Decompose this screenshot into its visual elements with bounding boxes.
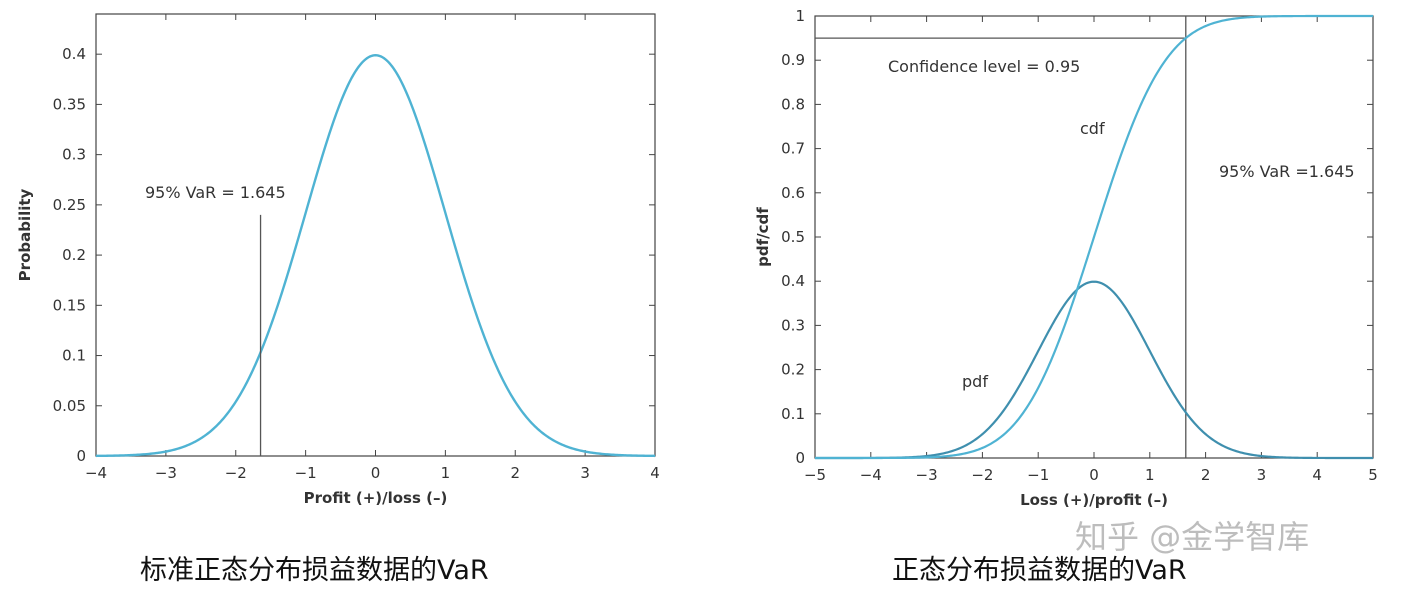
x-tick-label: −2 bbox=[971, 466, 993, 484]
x-tick-label: 5 bbox=[1368, 466, 1378, 484]
y-tick-label: 0.7 bbox=[781, 140, 805, 158]
right-x-axis-label: Loss (+)/profit (–) bbox=[1020, 491, 1168, 509]
x-tick-label: 2 bbox=[510, 464, 520, 482]
right-y-ticks: 0 0.1 0.2 0.3 0.4 0.5 0.6 0.7 0.8 0.9 1 bbox=[781, 7, 1373, 467]
left-pdf-curve bbox=[95, 54, 656, 458]
left-plot-frame bbox=[95, 13, 656, 457]
left-chart: −4 −3 −2 −1 0 1 2 3 4 0 0.05 0.1 0.15 0.2 0.25 0.3 0.35… bbox=[16, 13, 660, 507]
left-y-axis-label: Probability bbox=[16, 188, 34, 281]
y-tick-label: 0.2 bbox=[62, 246, 86, 264]
y-tick-label: 0.35 bbox=[53, 95, 86, 113]
right-pdf-curve bbox=[815, 280, 1373, 460]
x-tick-label: 2 bbox=[1201, 466, 1211, 484]
x-tick-label: −4 bbox=[85, 464, 107, 482]
y-tick-label: 0 bbox=[76, 447, 86, 465]
left-y-ticks: 0 0.05 0.1 0.15 0.2 0.25 0.3 0.35 0.4 bbox=[53, 45, 655, 465]
y-tick-label: 0.25 bbox=[53, 196, 86, 214]
y-tick-label: 1 bbox=[795, 7, 805, 25]
y-tick-label: 0.15 bbox=[53, 296, 86, 314]
y-tick-label: 0.3 bbox=[62, 146, 86, 164]
x-tick-label: 1 bbox=[1145, 466, 1155, 484]
y-tick-label: 0.05 bbox=[53, 397, 86, 415]
y-tick-label: 0.2 bbox=[781, 361, 805, 379]
right-var-annotation: 95% VaR =1.645 bbox=[1219, 162, 1355, 181]
y-tick-label: 0.5 bbox=[781, 228, 805, 246]
right-cdf-label: cdf bbox=[1080, 119, 1105, 138]
right-confidence-annotation: Confidence level = 0.95 bbox=[888, 57, 1080, 76]
left-x-ticks: −4 −3 −2 −1 0 1 2 3 4 bbox=[85, 14, 660, 482]
x-tick-label: 0 bbox=[1089, 466, 1099, 484]
x-tick-label: 4 bbox=[1312, 466, 1322, 484]
y-tick-label: 0.4 bbox=[781, 272, 805, 290]
x-tick-label: −1 bbox=[1027, 466, 1049, 484]
watermark-text: 知乎 @金学智库 bbox=[1075, 518, 1310, 556]
right-caption: 正态分布损益数据的VaR bbox=[892, 555, 1187, 586]
y-tick-label: 0.1 bbox=[62, 347, 86, 365]
left-x-axis-label: Profit (+)/loss (–) bbox=[304, 489, 448, 507]
y-tick-label: 0.6 bbox=[781, 184, 805, 202]
x-tick-label: −4 bbox=[860, 466, 882, 484]
x-tick-label: −3 bbox=[155, 464, 177, 482]
x-tick-label: −5 bbox=[804, 466, 826, 484]
x-tick-label: 3 bbox=[580, 464, 590, 482]
x-tick-label: 1 bbox=[441, 464, 451, 482]
y-tick-label: 0.8 bbox=[781, 95, 805, 113]
y-tick-label: 0.9 bbox=[781, 51, 805, 69]
x-tick-label: −3 bbox=[916, 466, 938, 484]
left-caption: 标准正态分布损益数据的VaR bbox=[140, 555, 489, 586]
right-y-axis-label: pdf/cdf bbox=[754, 207, 772, 267]
x-tick-label: −1 bbox=[295, 464, 317, 482]
right-x-ticks: −5 −4 −3 −2 −1 0 1 2 3 4 5 bbox=[804, 16, 1378, 484]
right-pdf-label: pdf bbox=[962, 372, 988, 391]
right-chart: −5 −4 −3 −2 −1 0 1 2 3 4 5 00.10.20.30.40.50.60.70… bbox=[754, 7, 1378, 509]
x-tick-label: 0 bbox=[371, 464, 381, 482]
x-tick-label: 4 bbox=[650, 464, 660, 482]
y-tick-label: 0.3 bbox=[781, 316, 805, 334]
y-tick-label: 0 bbox=[795, 449, 805, 467]
x-tick-label: −2 bbox=[225, 464, 247, 482]
y-tick-label: 0.4 bbox=[62, 45, 86, 63]
right-cdf-curve bbox=[815, 14, 1373, 460]
x-tick-label: 3 bbox=[1257, 466, 1267, 484]
y-tick-label: 0.1 bbox=[781, 405, 805, 423]
left-var-annotation: 95% VaR = 1.645 bbox=[145, 183, 286, 202]
